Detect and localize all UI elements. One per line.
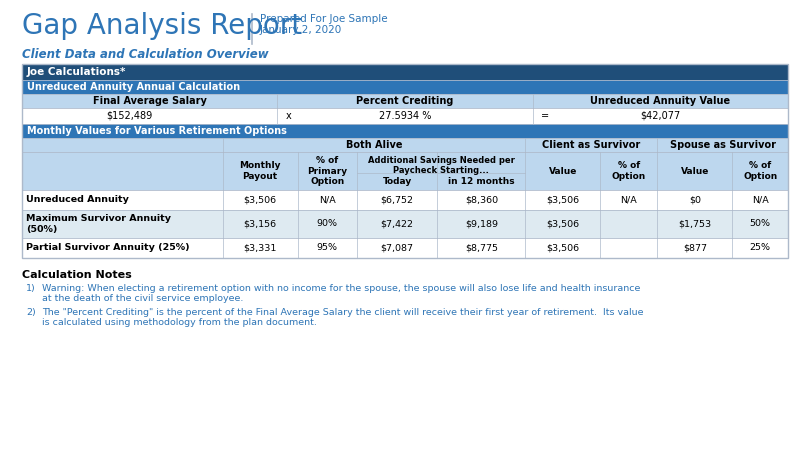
Text: $7,422: $7,422 (381, 219, 414, 228)
Text: Monthly Values for Various Retirement Options: Monthly Values for Various Retirement Op… (27, 126, 287, 136)
Bar (22, 64, 788, 258)
Text: 2): 2) (26, 308, 36, 317)
Text: $0: $0 (689, 196, 701, 204)
Text: $3,506: $3,506 (546, 219, 579, 228)
Bar (22, 190, 788, 210)
Text: x: x (285, 111, 291, 121)
Text: % of
Option: % of Option (612, 162, 646, 181)
Text: N/A: N/A (319, 196, 336, 204)
Text: $3,506: $3,506 (546, 243, 579, 253)
Text: $877: $877 (683, 243, 707, 253)
Text: $3,506: $3,506 (243, 196, 276, 204)
Text: Gap Analysis Report: Gap Analysis Report (22, 12, 302, 40)
Text: $3,331: $3,331 (243, 243, 277, 253)
Text: Prepared For Joe Sample: Prepared For Joe Sample (260, 14, 388, 24)
Text: $3,506: $3,506 (546, 196, 579, 204)
Text: Partial Survivor Annuity (25%): Partial Survivor Annuity (25%) (26, 243, 190, 253)
Bar (22, 238, 788, 258)
Text: $152,489: $152,489 (106, 111, 153, 121)
Text: % of
Primary
Option: % of Primary Option (307, 156, 347, 186)
Text: 50%: 50% (750, 219, 771, 228)
Text: Both Alive: Both Alive (346, 140, 402, 150)
Bar (22, 124, 788, 138)
Text: =: = (541, 111, 549, 121)
Text: in 12 months: in 12 months (448, 177, 515, 186)
Text: Additional Savings Needed per
Paycheck Starting...: Additional Savings Needed per Paycheck S… (368, 156, 515, 175)
Text: Unreduced Annuity: Unreduced Annuity (26, 196, 128, 204)
Bar (22, 138, 788, 152)
Text: Value: Value (680, 167, 709, 176)
Text: $7,087: $7,087 (381, 243, 414, 253)
Text: Percent Crediting: Percent Crediting (356, 96, 453, 106)
Text: 1): 1) (26, 284, 36, 293)
Text: 25%: 25% (750, 243, 771, 253)
Text: Unreduced Annuity Annual Calculation: Unreduced Annuity Annual Calculation (27, 82, 240, 92)
Text: N/A: N/A (621, 196, 638, 204)
Text: Value: Value (549, 167, 577, 176)
Text: Monthly
Payout: Monthly Payout (239, 162, 281, 181)
Text: $6,752: $6,752 (381, 196, 414, 204)
Text: Final Average Salary: Final Average Salary (93, 96, 207, 106)
Text: $42,077: $42,077 (640, 111, 680, 121)
Bar (22, 152, 788, 190)
Text: 27.5934 %: 27.5934 % (379, 111, 431, 121)
Text: $8,360: $8,360 (465, 196, 498, 204)
Text: Calculation Notes: Calculation Notes (22, 270, 132, 280)
Text: $3,156: $3,156 (243, 219, 276, 228)
Text: January 2, 2020: January 2, 2020 (260, 25, 343, 35)
Text: % of
Option: % of Option (743, 162, 777, 181)
Text: Client as Survivor: Client as Survivor (542, 140, 641, 150)
Text: Warning: When electing a retirement option with no income for the spouse, the sp: Warning: When electing a retirement opti… (42, 284, 641, 303)
Bar (22, 108, 788, 124)
Bar (22, 80, 788, 94)
Text: N/A: N/A (751, 196, 768, 204)
Text: Spouse as Survivor: Spouse as Survivor (670, 140, 776, 150)
Text: $1,753: $1,753 (678, 219, 711, 228)
Text: Unreduced Annuity Value: Unreduced Annuity Value (591, 96, 730, 106)
Text: The "Percent Crediting" is the percent of the Final Average Salary the client wi: The "Percent Crediting" is the percent o… (42, 308, 643, 328)
Text: 90%: 90% (317, 219, 338, 228)
Text: $9,189: $9,189 (465, 219, 498, 228)
Text: Today: Today (383, 177, 412, 186)
Text: 95%: 95% (317, 243, 338, 253)
Text: $8,775: $8,775 (465, 243, 498, 253)
Text: Joe Calculations*: Joe Calculations* (27, 67, 126, 77)
Text: Maximum Survivor Annuity
(50%): Maximum Survivor Annuity (50%) (26, 214, 171, 234)
Text: Client Data and Calculation Overview: Client Data and Calculation Overview (22, 48, 268, 61)
Bar (22, 210, 788, 238)
Bar (22, 64, 788, 80)
Bar (22, 94, 788, 108)
